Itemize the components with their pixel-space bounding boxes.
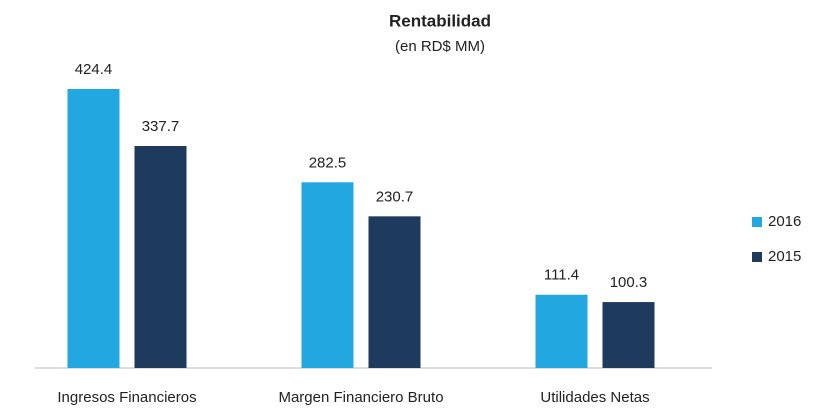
x-tick-label: Margen Financiero Bruto	[278, 389, 443, 406]
bar	[67, 89, 120, 368]
bar	[134, 145, 187, 368]
legend-label: 2015	[768, 248, 801, 265]
chart-title: Rentabilidad	[389, 11, 491, 30]
legend-label: 2016	[768, 213, 801, 230]
bar	[602, 302, 655, 368]
value-label: 337.7	[142, 118, 180, 135]
chart-subtitle: (en RD$ MM)	[395, 38, 485, 55]
value-label: 111.4	[544, 267, 579, 284]
x-tick-label: Ingresos Financieros	[57, 389, 196, 406]
value-label: 100.3	[610, 274, 648, 291]
legend-swatch	[752, 252, 762, 262]
x-tick-label: Utilidades Netas	[540, 389, 649, 406]
legend-swatch	[752, 217, 762, 227]
value-label: 282.5	[309, 154, 347, 171]
bar	[301, 182, 354, 368]
bar	[368, 216, 421, 368]
bar	[535, 294, 588, 368]
value-label: 230.7	[376, 188, 414, 205]
value-label: 424.4	[75, 61, 113, 78]
